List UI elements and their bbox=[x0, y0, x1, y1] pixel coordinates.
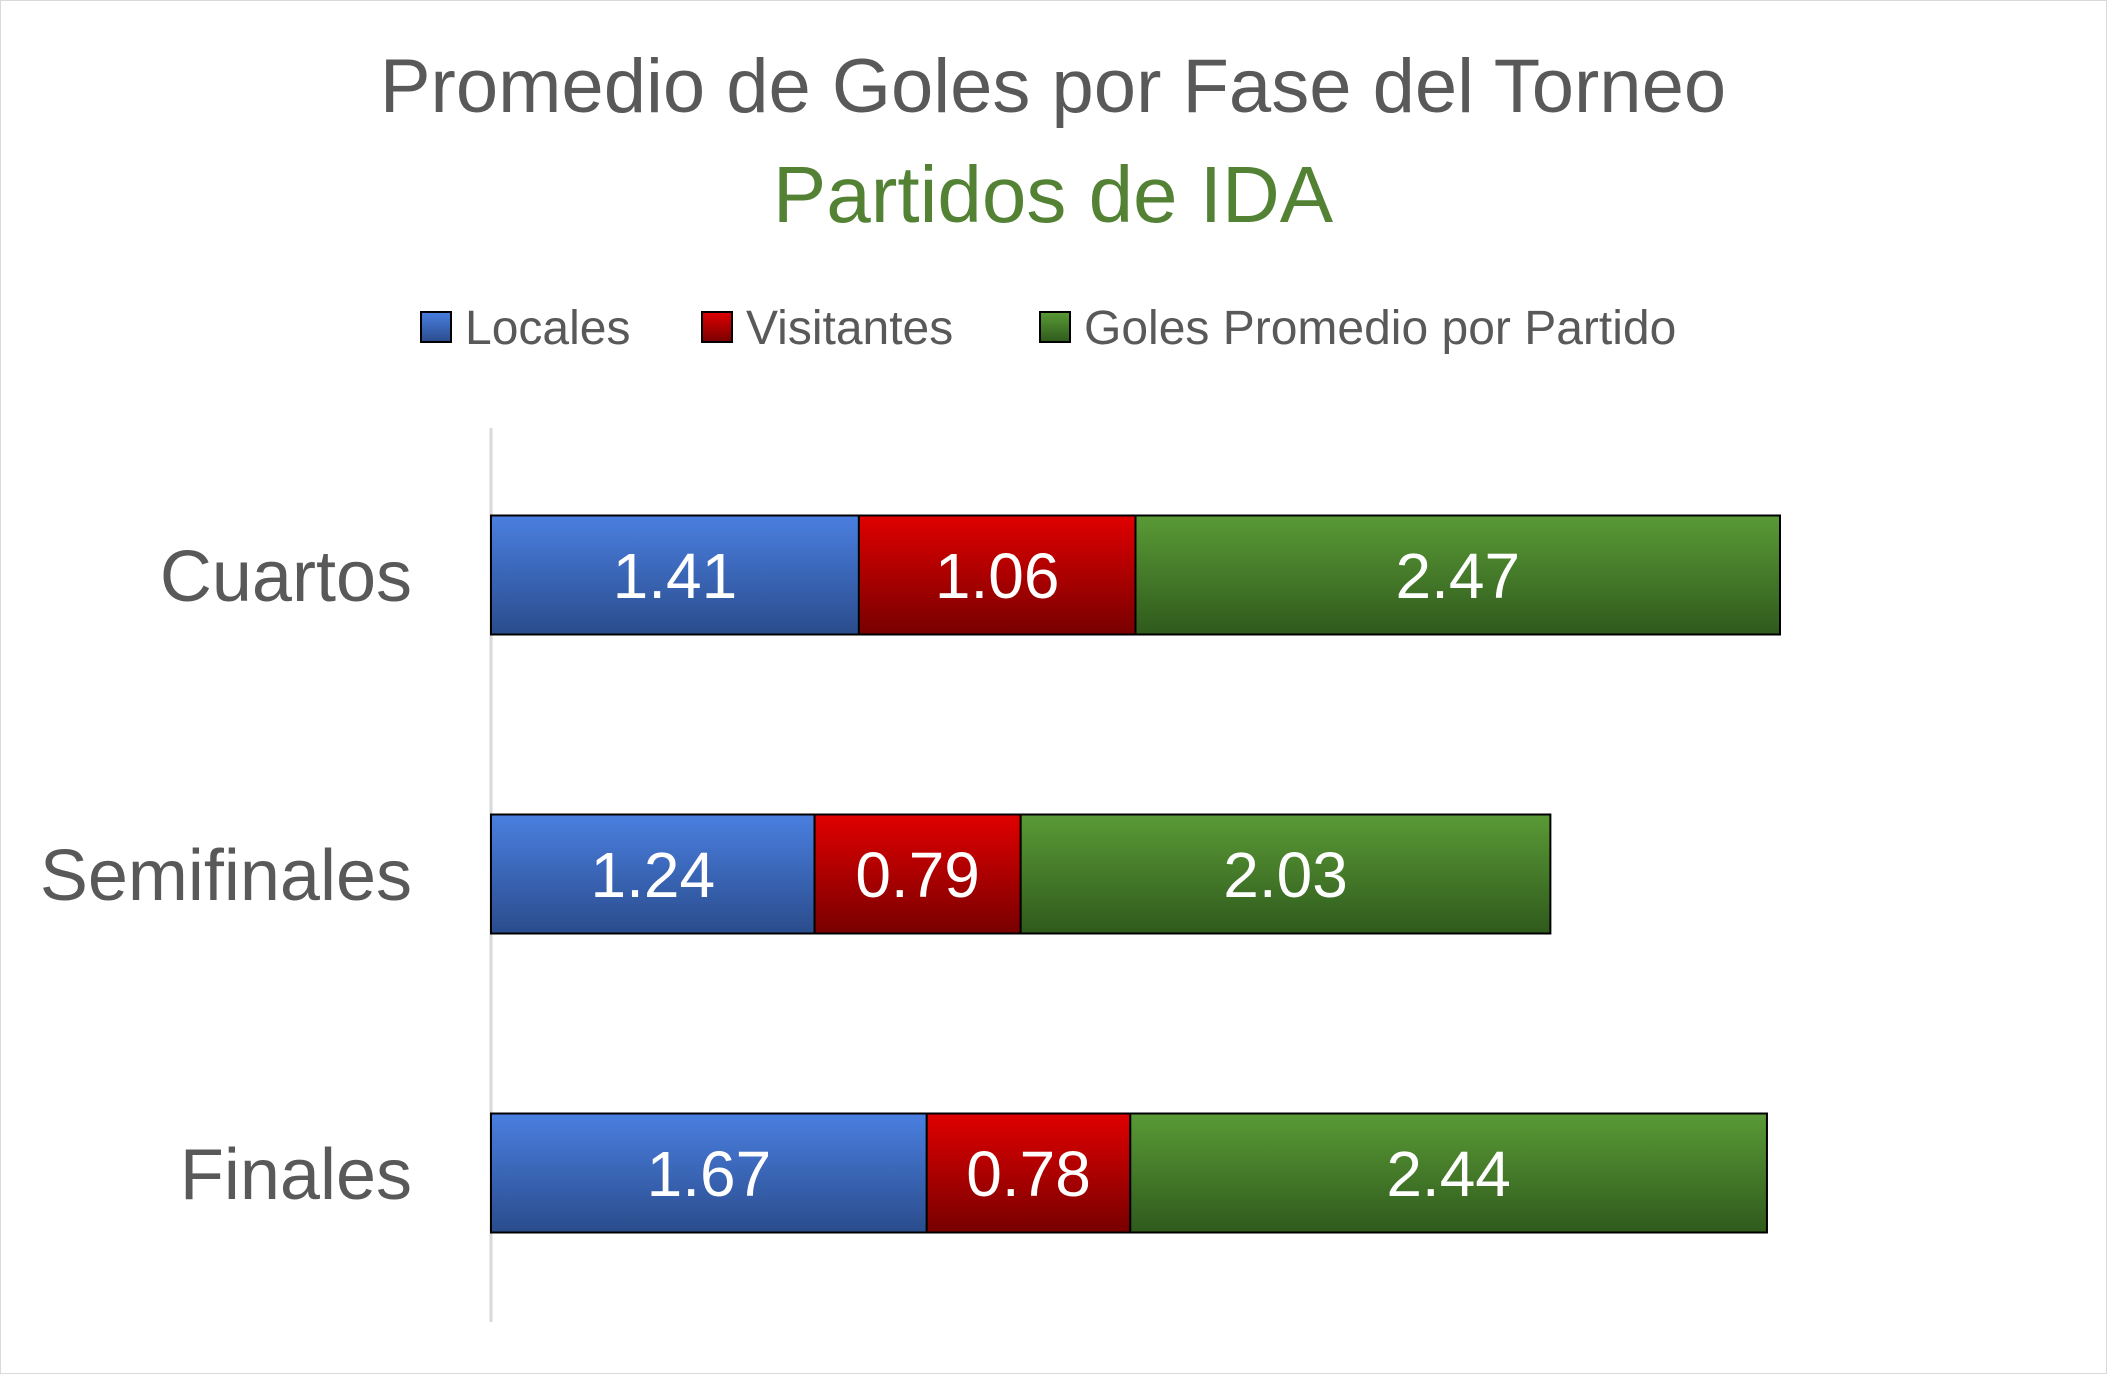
data-label-finales-goles-promedio-por-partido: 2.44 bbox=[1386, 1138, 1511, 1210]
legend-swatch-locales bbox=[420, 311, 452, 343]
bar-cuartos-locales bbox=[490, 514, 860, 636]
legend-item-visitantes: Visitantes bbox=[701, 302, 953, 355]
legend-label-locales: Locales bbox=[465, 302, 630, 355]
chart-subtitle: Partidos de IDA bbox=[773, 150, 1334, 239]
bar-finales-goles-promedio-por-partido bbox=[1129, 1112, 1768, 1234]
bar-finales-visitantes bbox=[925, 1112, 1132, 1234]
chart-title: Promedio de Goles por Fase del Torneo bbox=[380, 44, 1726, 129]
legend-item-goles-promedio-por-partido: Goles Promedio por Partido bbox=[1039, 302, 1676, 355]
bar-cuartos-goles-promedio-por-partido bbox=[1134, 514, 1781, 636]
bar-semifinales-visitantes bbox=[813, 813, 1022, 935]
data-label-cuartos-visitantes: 1.06 bbox=[935, 540, 1060, 612]
legend-label-goles-promedio-por-partido: Goles Promedio por Partido bbox=[1084, 302, 1676, 355]
category-label-cuartos: Cuartos bbox=[160, 537, 412, 617]
data-label-semifinales-locales: 1.24 bbox=[590, 839, 715, 911]
bar-finales-locales bbox=[490, 1112, 928, 1234]
data-label-cuartos-goles-promedio-por-partido: 2.47 bbox=[1395, 540, 1520, 612]
category-label-finales: Finales bbox=[180, 1135, 412, 1215]
data-label-finales-locales: 1.67 bbox=[647, 1138, 772, 1210]
legend-label-visitantes: Visitantes bbox=[746, 302, 953, 355]
data-label-semifinales-goles-promedio-por-partido: 2.03 bbox=[1223, 839, 1348, 911]
category-label-semifinales: Semifinales bbox=[40, 836, 412, 916]
bars-group: 1.41 1.06 2.47 1.24 0.79 2.03 1.67 0.78 2.44 bbox=[490, 514, 1781, 1234]
bar-cuartos-visitantes bbox=[857, 514, 1137, 636]
legend: Locales Visitantes Goles Promedio por Part… bbox=[420, 302, 1676, 355]
data-label-semifinales-visitantes: 0.79 bbox=[855, 839, 980, 911]
category-axis: Cuartos Semifinales Finales bbox=[40, 428, 493, 1322]
data-label-finales-visitantes: 0.78 bbox=[966, 1138, 1091, 1210]
legend-swatch-visitantes bbox=[701, 311, 733, 343]
bar-semifinales-goles-promedio-por-partido bbox=[1019, 813, 1552, 935]
data-label-cuartos-locales: 1.41 bbox=[613, 540, 738, 612]
legend-item-locales: Locales bbox=[420, 302, 630, 355]
legend-swatch-goles-promedio-por-partido bbox=[1039, 311, 1071, 343]
